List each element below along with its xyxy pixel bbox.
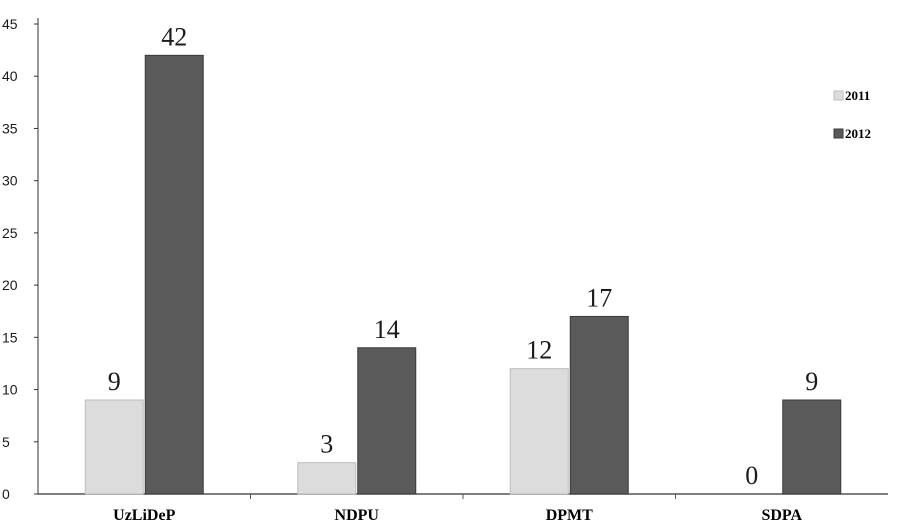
y-tick-label: 35 (2, 120, 18, 136)
data-label-2011-uzlidep: 9 (108, 367, 121, 396)
x-axis (38, 493, 888, 499)
data-label-2011-sdpa: 0 (745, 461, 758, 490)
category-label-ndpu: NDPU (335, 507, 380, 524)
category-label-sdpa: SDPA (761, 507, 802, 524)
legend-swatch-2012 (833, 128, 844, 139)
category-labels: UzLiDeP NDPU DPMT SDPA (113, 507, 802, 524)
bar-2011-ndpu (297, 462, 357, 495)
y-tick-label: 10 (2, 382, 18, 398)
data-label-2011-ndpu: 3 (320, 430, 333, 459)
data-label-2012-ndpu: 14 (374, 315, 400, 344)
data-label-2012-uzlidep: 42 (161, 22, 187, 51)
data-label-2012-sdpa: 9 (805, 367, 818, 396)
category-label-uzlidep: UzLiDeP (113, 507, 175, 524)
bar-2012-ndpu (357, 347, 417, 495)
bar-2011-dpmt (509, 368, 569, 495)
y-tick-label: 0 (2, 486, 10, 502)
y-ticks: 0 5 10 15 20 25 30 35 40 45 (2, 16, 38, 502)
bar-2011-uzlidep (84, 399, 144, 495)
legend-label-2012: 2012 (845, 126, 871, 141)
y-tick-label: 20 (2, 277, 18, 293)
y-tick-label: 40 (2, 68, 18, 84)
bars (84, 54, 842, 495)
data-labels: 9 42 3 14 12 17 0 9 (108, 22, 819, 490)
bar-2012-dpmt (569, 315, 629, 495)
data-label-2012-dpmt: 17 (586, 283, 612, 312)
y-tick-label: 25 (2, 225, 18, 241)
y-tick-label: 45 (2, 16, 18, 32)
legend-label-2011: 2011 (845, 88, 870, 103)
bar-2012-sdpa (782, 399, 842, 495)
y-tick-label: 30 (2, 173, 18, 189)
bar-2012-uzlidep (144, 54, 204, 495)
legend: 2011 2012 (833, 88, 871, 141)
y-tick-label: 15 (2, 329, 18, 345)
legend-swatch-2011 (833, 90, 844, 101)
data-label-2011-dpmt: 12 (526, 336, 552, 365)
y-tick-label: 5 (2, 434, 10, 450)
category-label-dpmt: DPMT (546, 507, 593, 524)
